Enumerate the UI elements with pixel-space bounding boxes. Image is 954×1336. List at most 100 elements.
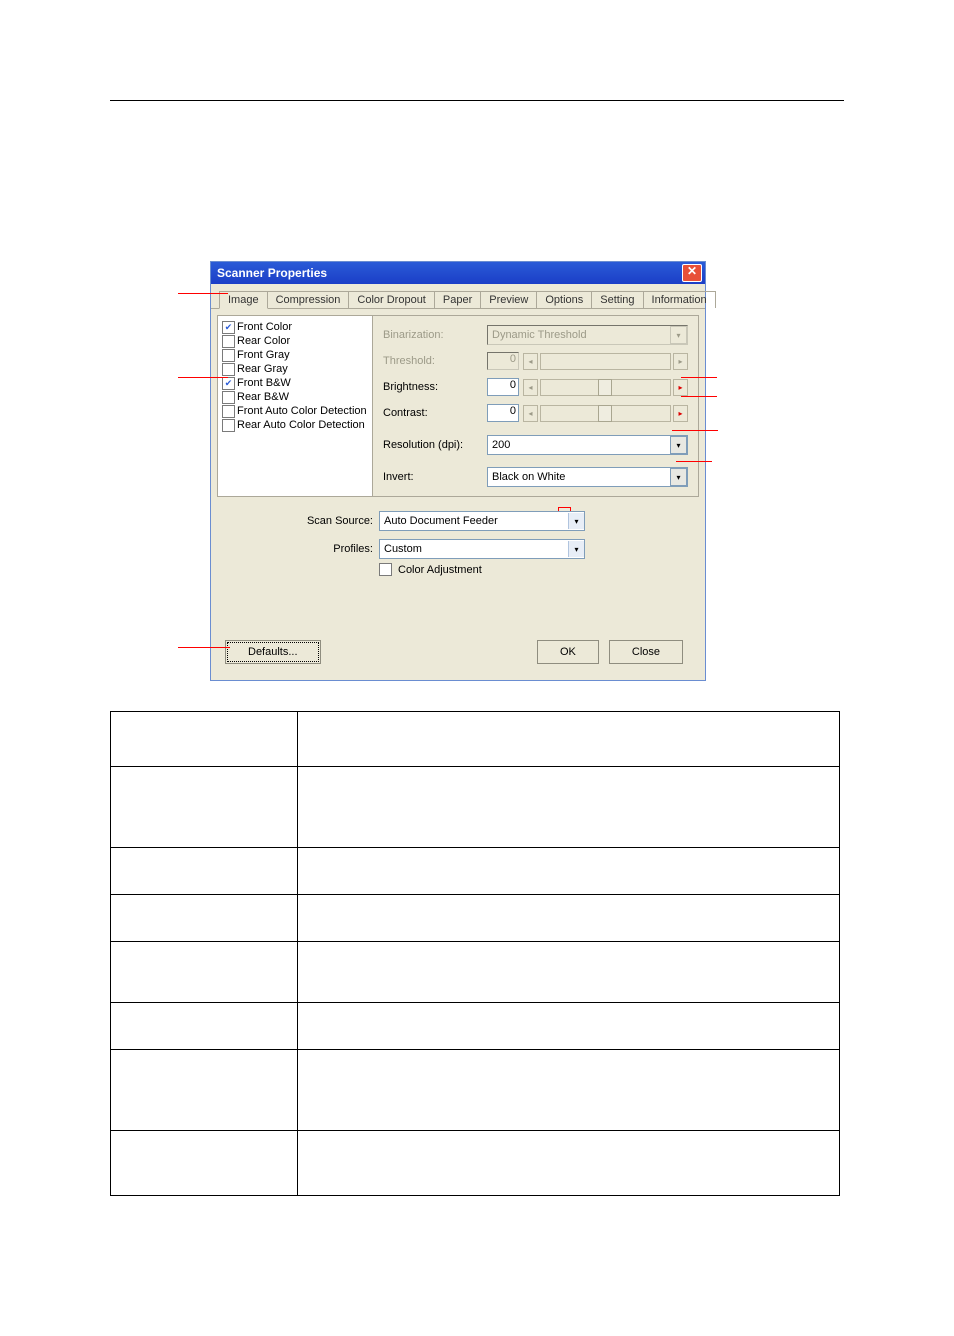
resolution-value: 200 — [492, 439, 510, 451]
tab-setting[interactable]: Setting — [591, 291, 643, 308]
checkbox-icon[interactable] — [222, 335, 235, 348]
table-cell — [111, 767, 298, 848]
resolution-label: Resolution (dpi): — [383, 439, 483, 451]
tab-preview[interactable]: Preview — [480, 291, 537, 308]
scan-source-combo[interactable]: Auto Document Feeder ▾ — [379, 511, 585, 531]
table-row — [111, 895, 840, 942]
checkbox-icon[interactable] — [222, 349, 235, 362]
mid-controls: Scan Source: Auto Document Feeder ▾ Prof… — [217, 497, 699, 580]
close-icon[interactable]: ✕ — [682, 264, 702, 282]
threshold-row: Threshold: 0 ◂ ▸ — [383, 348, 688, 374]
brightness-slider[interactable]: ◂ ▸ — [523, 379, 688, 396]
tab-color-dropout[interactable]: Color Dropout — [348, 291, 434, 308]
table-cell — [298, 895, 840, 942]
arrow-left-icon[interactable]: ◂ — [523, 405, 538, 422]
table-cell — [298, 767, 840, 848]
image-select-front-b-w[interactable]: Front B&W — [220, 376, 370, 390]
options-column: Binarization: Dynamic Threshold ▾ Thresh… — [373, 316, 698, 496]
chevron-down-icon: ▾ — [670, 436, 687, 454]
scanner-properties-dialog: Scanner Properties ✕ ImageCompressionCol… — [210, 261, 706, 681]
checkbox-icon[interactable] — [222, 363, 235, 376]
annotation-line — [681, 377, 717, 378]
annotation-line — [676, 461, 712, 462]
slider-thumb[interactable] — [598, 379, 612, 396]
image-select-label: Rear Gray — [237, 363, 288, 375]
table-cell — [298, 942, 840, 1003]
arrow-left-icon: ◂ — [523, 353, 538, 370]
table-cell — [111, 712, 298, 767]
table-cell — [298, 712, 840, 767]
dialog-title: Scanner Properties — [217, 266, 327, 280]
table-cell — [298, 848, 840, 895]
table-row — [111, 1003, 840, 1050]
titlebar: Scanner Properties ✕ — [211, 262, 705, 284]
image-select-front-color[interactable]: Front Color — [220, 320, 370, 334]
scan-source-value: Auto Document Feeder — [384, 515, 498, 527]
image-select-rear-color[interactable]: Rear Color — [220, 334, 370, 348]
annotation-line — [178, 647, 230, 648]
binarization-row: Binarization: Dynamic Threshold ▾ — [383, 322, 688, 348]
scan-source-label: Scan Source: — [223, 515, 373, 527]
arrow-right-icon[interactable]: ▸ — [673, 379, 688, 396]
image-select-rear-b-w[interactable]: Rear B&W — [220, 390, 370, 404]
contrast-slider[interactable]: ◂ ▸ — [523, 405, 688, 422]
defaults-button[interactable]: Defaults... — [225, 640, 321, 664]
slider-thumb[interactable] — [598, 405, 612, 422]
contrast-row: Contrast: 0 ◂ ▸ — [383, 400, 688, 426]
resolution-row: Resolution (dpi): 200 ▾ — [383, 432, 688, 458]
slider-track — [540, 353, 671, 370]
profiles-combo[interactable]: Custom ▾ — [379, 539, 585, 559]
tab-information[interactable]: Information — [643, 291, 716, 308]
chevron-down-icon: ▾ — [568, 541, 584, 557]
brightness-row: Brightness: 0 ◂ ▸ — [383, 374, 688, 400]
ok-button[interactable]: OK — [537, 640, 599, 664]
invert-row: Invert: Black on White ▾ — [383, 464, 688, 490]
arrow-right-icon: ▸ — [673, 353, 688, 370]
table-cell — [111, 1050, 298, 1131]
color-adjustment-checkbox[interactable] — [379, 563, 392, 576]
resolution-combo[interactable]: 200 ▾ — [487, 435, 688, 455]
tab-body: Front ColorRear ColorFront Gray Rear Gray… — [211, 309, 705, 680]
checkbox-icon[interactable] — [222, 405, 235, 418]
image-options-frame: Front ColorRear ColorFront Gray Rear Gray… — [217, 315, 699, 497]
invert-label: Invert: — [383, 471, 483, 483]
tab-paper[interactable]: Paper — [434, 291, 481, 308]
arrow-left-icon[interactable]: ◂ — [523, 379, 538, 396]
slider-track[interactable] — [540, 379, 671, 396]
checkbox-icon[interactable] — [222, 419, 235, 432]
table-row — [111, 767, 840, 848]
slider-track[interactable] — [540, 405, 671, 422]
table-cell — [298, 1131, 840, 1196]
image-select-front-gray[interactable]: Front Gray — [220, 348, 370, 362]
image-select-front-auto-color-detection[interactable]: Front Auto Color Detection — [220, 404, 370, 418]
table-row — [111, 942, 840, 1003]
contrast-value[interactable]: 0 — [487, 404, 519, 422]
checkbox-icon[interactable] — [222, 321, 235, 334]
brightness-label: Brightness: — [383, 381, 483, 393]
image-select-label: Front B&W — [237, 377, 291, 389]
table-row — [111, 1050, 840, 1131]
image-select-rear-gray[interactable]: Rear Gray — [220, 362, 370, 376]
invert-value: Black on White — [492, 471, 565, 483]
annotation-line — [558, 507, 559, 511]
checkbox-icon[interactable] — [222, 377, 235, 390]
brightness-value[interactable]: 0 — [487, 378, 519, 396]
tab-compression[interactable]: Compression — [267, 291, 350, 308]
close-button[interactable]: Close — [609, 640, 683, 664]
checkbox-icon[interactable] — [222, 391, 235, 404]
tab-options[interactable]: Options — [536, 291, 592, 308]
chevron-down-icon: ▾ — [670, 468, 687, 486]
invert-combo[interactable]: Black on White ▾ — [487, 467, 688, 487]
table-cell — [111, 1131, 298, 1196]
chevron-down-icon: ▾ — [670, 326, 687, 344]
image-select-rear-auto-color-detection[interactable]: Rear Auto Color Detection — [220, 418, 370, 432]
image-select-label: Front Gray — [237, 349, 290, 361]
image-selection-box: Front ColorRear ColorFront Gray Rear Gray… — [218, 316, 373, 496]
table-row — [111, 1131, 840, 1196]
arrow-right-icon[interactable]: ▸ — [673, 405, 688, 422]
table-cell — [111, 1003, 298, 1050]
binarization-combo[interactable]: Dynamic Threshold ▾ — [487, 325, 688, 345]
screenshot-figure: Scanner Properties ✕ ImageCompressionCol… — [210, 261, 730, 681]
description-table — [110, 711, 840, 1196]
threshold-value: 0 — [487, 352, 519, 370]
